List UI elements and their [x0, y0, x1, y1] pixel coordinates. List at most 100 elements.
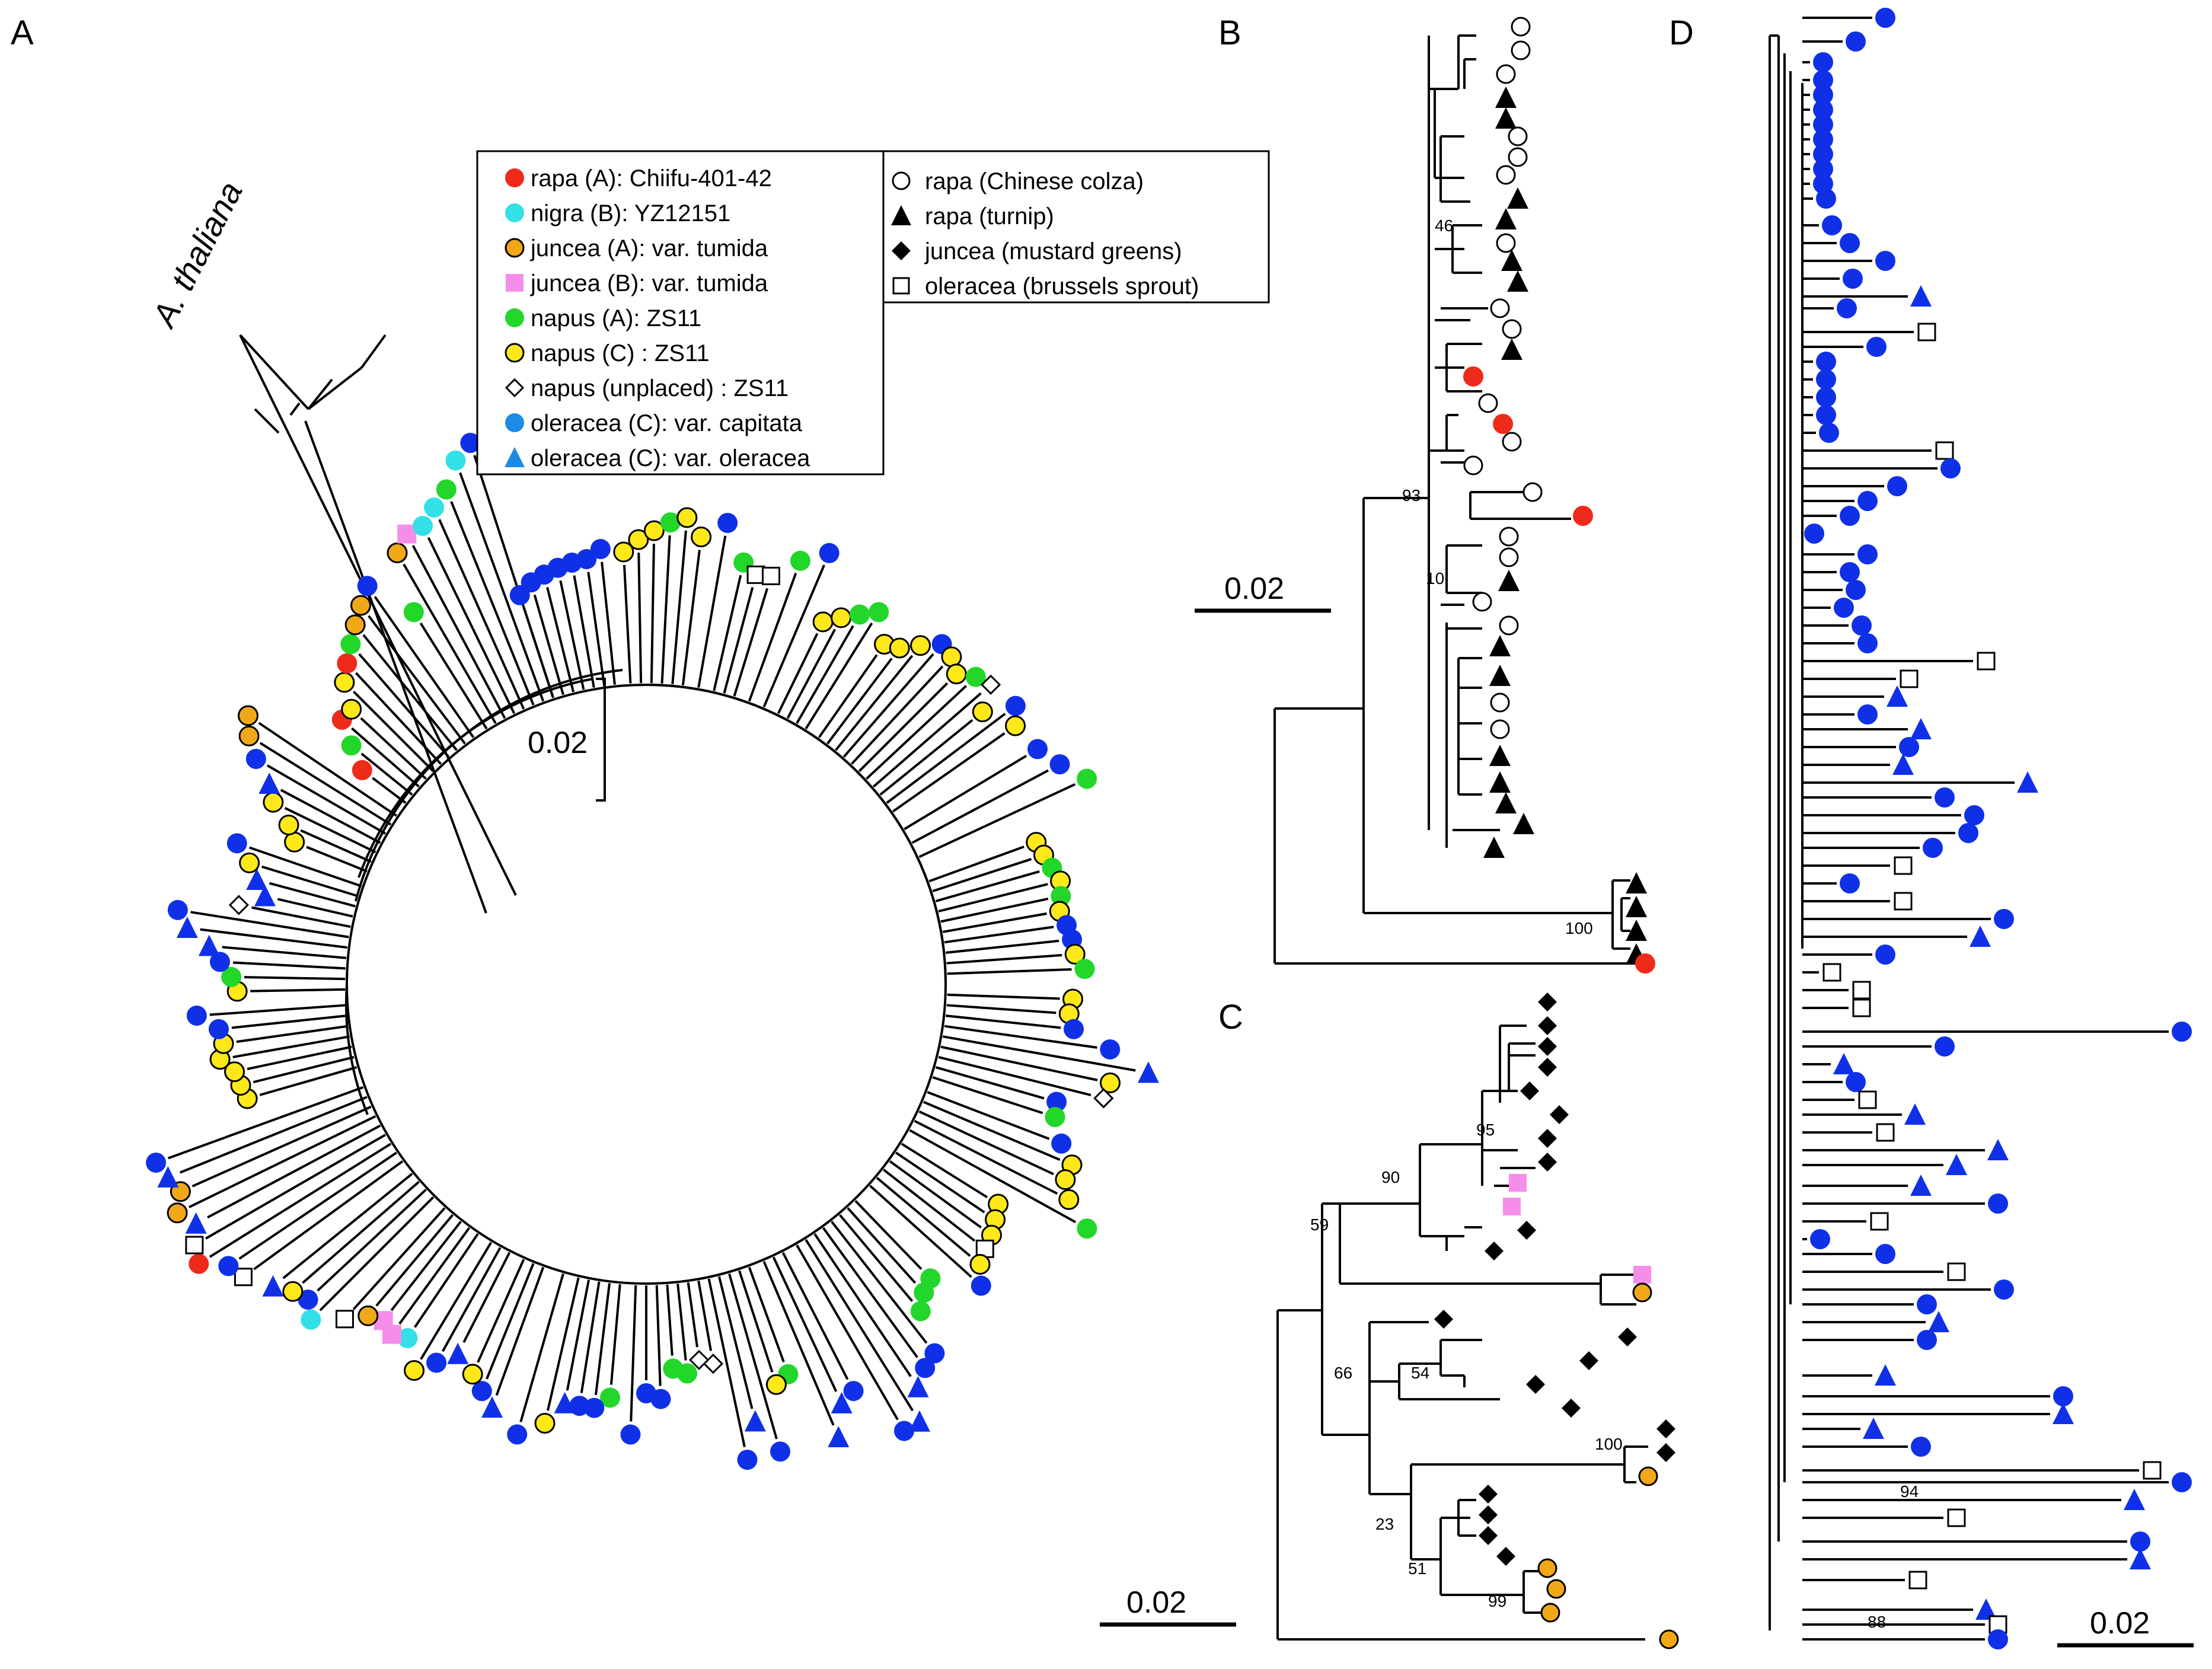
tip-marker: [445, 450, 466, 471]
tip-marker: [1988, 1629, 2008, 1649]
branch: [923, 1100, 1061, 1161]
tip-marker: [1994, 909, 2014, 929]
tip-marker: [1894, 892, 1913, 911]
panel-letter-b: B: [1218, 14, 1241, 52]
legend-item: juncea (A): var. tumida: [505, 235, 768, 261]
tip-marker: [1508, 126, 1528, 146]
legend-label: rapa (turnip): [925, 203, 1054, 229]
branch: [935, 1066, 1045, 1100]
branch: [655, 1285, 662, 1386]
tip-marker: [914, 1282, 934, 1303]
legend-label: oleracea (brussels sprout): [925, 273, 1199, 299]
legend-item: nigra (B): YZ12151: [505, 200, 730, 226]
tip-marker: [2053, 1386, 2073, 1406]
legend-marker: [505, 238, 525, 258]
tip-marker: [1550, 1105, 1569, 1124]
tip-marker: [1479, 1485, 1498, 1504]
legend-label: nigra (B): YZ12151: [531, 200, 730, 226]
tip-marker: [1822, 963, 1841, 982]
tip-marker: [1813, 85, 1833, 105]
tip-marker: [1656, 1443, 1675, 1462]
tip-marker: [1049, 754, 1070, 775]
tip-marker: [643, 520, 665, 541]
branch: [947, 968, 1072, 975]
tip-marker: [245, 749, 266, 769]
branch: [822, 1227, 918, 1358]
tip-marker: [1507, 270, 1528, 292]
tip-marker: [1987, 1139, 2009, 1160]
legend-label: napus (C) : ZS11: [531, 340, 710, 366]
branch: [805, 1239, 914, 1412]
bootstrap-b-100: 100: [1565, 919, 1593, 937]
branch: [728, 1273, 778, 1440]
branch: [477, 1259, 525, 1363]
tip-marker: [1513, 813, 1534, 834]
branch: [547, 1277, 580, 1411]
branch: [280, 789, 381, 844]
tip-marker: [910, 1301, 931, 1322]
tip-marker: [254, 885, 276, 907]
tip-marker: [1137, 1061, 1159, 1083]
tip-marker: [358, 1305, 379, 1326]
tip-marker: [1517, 1221, 1536, 1240]
tip-marker: [1899, 737, 1919, 757]
tip-marker: [1493, 414, 1513, 434]
tip-marker: [569, 1396, 590, 1416]
tip-marker: [1489, 665, 1511, 686]
tip-marker: [350, 595, 372, 616]
tip-marker: [1977, 652, 1996, 671]
tip-marker: [1509, 1174, 1527, 1192]
tip-marker: [2172, 1472, 2192, 1492]
tip-marker: [404, 1360, 425, 1381]
tip-marker: [1843, 269, 1863, 289]
branch: [944, 926, 1054, 944]
legend-label: oleracea (C): var. oleracea: [531, 445, 810, 471]
branch: [232, 1035, 350, 1058]
scale-bar-b: 0.02: [1195, 572, 1331, 613]
tip-marker: [1499, 615, 1519, 636]
tip-marker: [1819, 423, 1839, 443]
tip-marker: [1538, 993, 1557, 1011]
tip-marker: [1900, 669, 1919, 688]
branch: [866, 685, 968, 780]
branch: [352, 1207, 446, 1310]
tip-marker: [1483, 837, 1505, 858]
branch: [427, 537, 516, 714]
tip-marker: [1077, 1218, 1097, 1239]
legend-item: oleracea (C): var. capitata: [505, 410, 803, 436]
tip-marker: [1626, 872, 1647, 893]
branch: [666, 1284, 674, 1356]
tip-marker: [1813, 129, 1833, 149]
tip-marker: [1499, 526, 1519, 547]
legend-item: napus (C) : ZS11: [505, 340, 710, 366]
tip-marker: [1537, 1558, 1557, 1578]
tip-marker: [185, 1212, 207, 1234]
tip-marker: [258, 772, 280, 794]
branch: [940, 897, 1049, 923]
legend-label: rapa (A): Chiifu-401-42: [531, 165, 772, 192]
tip-marker: [1633, 1266, 1651, 1284]
branch: [786, 628, 837, 719]
branch: [927, 1091, 1050, 1140]
branch: [911, 769, 1049, 844]
branch: [842, 653, 934, 758]
branch: [850, 665, 944, 765]
tip-marker: [660, 512, 681, 533]
panel-letter-a: A: [11, 14, 34, 52]
tip-marker: [1837, 298, 1857, 318]
tip-marker: [828, 1426, 850, 1448]
tip-marker: [387, 542, 408, 564]
bootstrap-d-88: 88: [1868, 1613, 1886, 1631]
tip-marker: [462, 1364, 483, 1385]
tip-marker: [1077, 768, 1097, 789]
tip-marker: [344, 614, 366, 636]
tip-marker: [1496, 233, 1516, 253]
branch: [946, 1014, 1061, 1029]
tip-marker: [1093, 1088, 1114, 1109]
branch: [1769, 34, 1779, 1630]
tip-marker: [1840, 506, 1860, 526]
branch: [660, 535, 671, 684]
branch: [411, 545, 506, 719]
legend-item: oleracea (brussels sprout): [892, 273, 1199, 299]
tip-marker: [1947, 1262, 1966, 1281]
